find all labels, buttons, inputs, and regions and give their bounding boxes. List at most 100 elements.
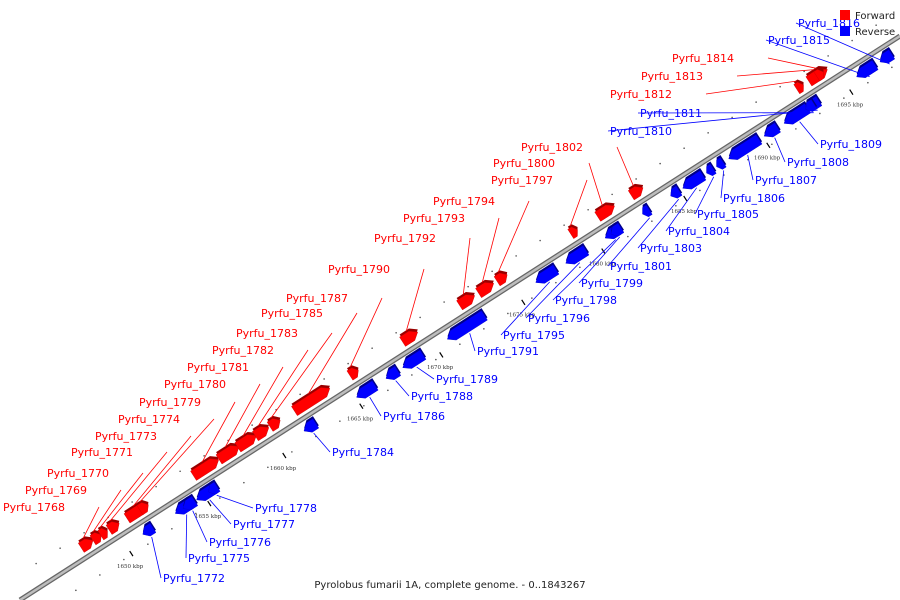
gene-arrow-pyrfu-1769[interactable]: [89, 528, 106, 546]
gene-arrow-pyrfu-1785[interactable]: [290, 381, 334, 416]
gene-arrow-pyrfu-1812[interactable]: [793, 78, 808, 95]
gene-arrow-pyrfu-1784[interactable]: [300, 416, 320, 435]
gene-label[interactable]: Pyrfu_1779: [139, 396, 201, 409]
gene-arrow-pyrfu-1796[interactable]: [562, 243, 591, 268]
gene-arrow-pyrfu-1803[interactable]: [667, 183, 684, 200]
gene-arrow-pyrfu-1795[interactable]: [532, 262, 561, 287]
gene-label[interactable]: Pyrfu_1775: [188, 552, 250, 565]
gene-arrow-pyrfu-1805[interactable]: [702, 161, 717, 177]
gene-label[interactable]: Pyrfu_1813: [641, 70, 703, 83]
gene-label[interactable]: Pyrfu_1815: [768, 34, 830, 47]
gene-arrow-pyrfu-1799[interactable]: [607, 220, 625, 239]
gene-label[interactable]: Pyrfu_1800: [493, 157, 555, 170]
gene-arrow-pyrfu-1787[interactable]: [346, 363, 363, 381]
gene-label[interactable]: Pyrfu_1810: [610, 125, 672, 138]
label-leader-line: [767, 57, 817, 69]
gene-arrow-pyrfu-1770[interactable]: [97, 524, 112, 541]
gene-arrow-pyrfu-1801[interactable]: [638, 202, 653, 218]
gene-label[interactable]: Pyrfu_1798: [555, 294, 617, 307]
gene-arrow-pyrfu-1804[interactable]: [679, 168, 708, 193]
gene-label[interactable]: Pyrfu_1782: [212, 344, 274, 357]
gene-arrow-pyrfu-1808[interactable]: [760, 120, 782, 141]
gene-arrow-pyrfu-1807[interactable]: [725, 132, 764, 163]
gene-label[interactable]: Pyrfu_1793: [403, 212, 465, 225]
gene-label[interactable]: Pyrfu_1796: [528, 312, 590, 325]
gene-label[interactable]: Pyrfu_1786: [383, 410, 445, 423]
gene-label[interactable]: Pyrfu_1805: [697, 208, 759, 221]
gene-label[interactable]: Pyrfu_1768: [3, 501, 65, 514]
position-dot: [347, 362, 349, 365]
gene-label[interactable]: Pyrfu_1807: [755, 174, 817, 187]
gene-label[interactable]: Pyrfu_1770: [47, 467, 109, 480]
gene-arrow-pyrfu-1788[interactable]: [382, 363, 402, 383]
gene-arrow-pyrfu-1774[interactable]: [136, 497, 153, 516]
gene-label[interactable]: Pyrfu_1783: [236, 327, 298, 340]
gene-arrow-pyrfu-1814[interactable]: [813, 65, 828, 82]
gene-arrow-pyrfu-1771[interactable]: [105, 516, 123, 535]
gene-label[interactable]: Pyrfu_1812: [610, 88, 672, 101]
gene-arrow-pyrfu-1794[interactable]: [493, 267, 511, 287]
gene-label[interactable]: Pyrfu_1814: [672, 52, 734, 65]
kbp-tick-label: 1665 kbp: [347, 417, 374, 423]
gene-label[interactable]: Pyrfu_1772: [163, 572, 225, 585]
gene-label[interactable]: Pyrfu_1803: [640, 242, 702, 255]
gene-label[interactable]: Pyrfu_1802: [521, 141, 583, 154]
gene-arrow-pyrfu-1806[interactable]: [712, 155, 727, 171]
gene-arrow-body: [190, 458, 220, 481]
gene-label[interactable]: Pyrfu_1784: [332, 446, 394, 459]
gene-label[interactable]: Pyrfu_1795: [503, 329, 565, 342]
gene-label[interactable]: Pyrfu_1790: [328, 263, 390, 276]
gene-arrow-pyrfu-1786[interactable]: [352, 378, 379, 402]
gene-label[interactable]: Pyrfu_1777: [233, 518, 295, 531]
gene-label[interactable]: Pyrfu_1773: [95, 430, 157, 443]
gene-label[interactable]: Pyrfu_1804: [668, 225, 730, 238]
gene-arrow-pyrfu-1815[interactable]: [852, 57, 879, 82]
gene-arrow-pyrfu-1793[interactable]: [474, 276, 498, 298]
gene-arrow-pyrfu-1791[interactable]: [443, 308, 488, 344]
gene-arrow-pyrfu-1790[interactable]: [398, 325, 422, 347]
gene-label[interactable]: Pyrfu_1787: [286, 292, 348, 305]
gene-arrow-pyrfu-1768[interactable]: [77, 533, 97, 553]
gene-label[interactable]: Pyrfu_1801: [610, 260, 672, 273]
gene-label[interactable]: Pyrfu_1797: [491, 174, 553, 187]
gene-arrow-pyrfu-1778[interactable]: [205, 479, 222, 496]
gene-label[interactable]: Pyrfu_1785: [261, 307, 323, 320]
gene-label[interactable]: Pyrfu_1780: [164, 378, 226, 391]
gene-label[interactable]: Pyrfu_1794: [433, 195, 495, 208]
gene-arrow-pyrfu-1816[interactable]: [876, 47, 896, 66]
gene-arrow-pyrfu-1776[interactable]: [179, 493, 199, 513]
gene-arrow-pyrfu-1779[interactable]: [189, 452, 223, 481]
gene-label[interactable]: Pyrfu_1788: [411, 390, 473, 403]
gene-label[interactable]: Pyrfu_1791: [477, 345, 539, 358]
gene-label[interactable]: Pyrfu_1806: [723, 192, 785, 205]
position-dot: [651, 220, 653, 222]
gene-label[interactable]: Pyrfu_1811: [640, 107, 702, 120]
gene-arrow-pyrfu-1782[interactable]: [251, 420, 273, 442]
gene-label[interactable]: Pyrfu_1776: [209, 536, 271, 549]
gene-arrow-pyrfu-1783[interactable]: [266, 413, 284, 432]
gene-label[interactable]: Pyrfu_1809: [820, 138, 882, 151]
gene-arrow-pyrfu-1780[interactable]: [215, 439, 244, 465]
gene-label[interactable]: Pyrfu_1799: [581, 277, 643, 290]
gene-arrow-pyrfu-1772[interactable]: [139, 520, 157, 539]
gene-arrow-pyrfu-1789[interactable]: [399, 347, 428, 372]
gene-label[interactable]: Pyrfu_1816: [798, 17, 860, 30]
gene-label[interactable]: Pyrfu_1778: [255, 502, 317, 515]
gene-arrow-pyrfu-1792[interactable]: [455, 288, 479, 311]
gene-label[interactable]: Pyrfu_1771: [71, 446, 133, 459]
gene-label[interactable]: Pyrfu_1781: [187, 361, 249, 374]
gene-label[interactable]: Pyrfu_1774: [118, 413, 180, 426]
gene-label[interactable]: Pyrfu_1792: [374, 232, 436, 245]
gene-arrow-pyrfu-1797[interactable]: [567, 222, 582, 239]
label-leader-line: [799, 121, 819, 145]
gene-label[interactable]: Pyrfu_1808: [787, 156, 849, 169]
gene-arrow-body: [475, 282, 494, 298]
position-dot: [339, 420, 341, 422]
gene-arrow-pyrfu-1802[interactable]: [627, 180, 647, 201]
gene-label[interactable]: Pyrfu_1769: [25, 484, 87, 497]
gene-arrow-pyrfu-1800[interactable]: [594, 199, 619, 222]
gene-label[interactable]: Pyrfu_1789: [436, 373, 498, 386]
label-leader-line: [481, 217, 500, 283]
position-dot: [419, 316, 421, 319]
gene-arrow-pyrfu-1781[interactable]: [234, 428, 261, 453]
